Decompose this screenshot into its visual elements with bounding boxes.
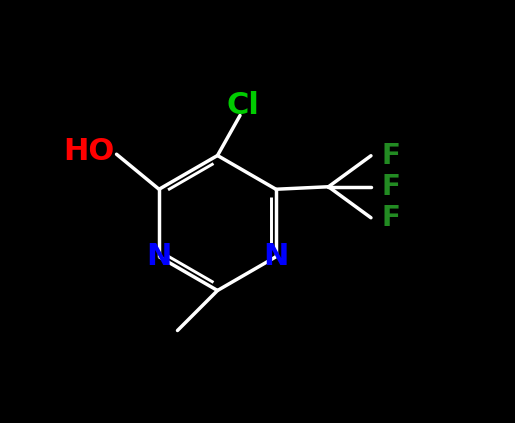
Text: N: N <box>263 242 288 271</box>
Text: N: N <box>146 242 171 271</box>
Text: F: F <box>382 142 401 170</box>
Text: HO: HO <box>63 137 115 166</box>
Text: Cl: Cl <box>226 91 259 120</box>
Text: F: F <box>382 204 401 232</box>
Text: F: F <box>382 173 401 201</box>
